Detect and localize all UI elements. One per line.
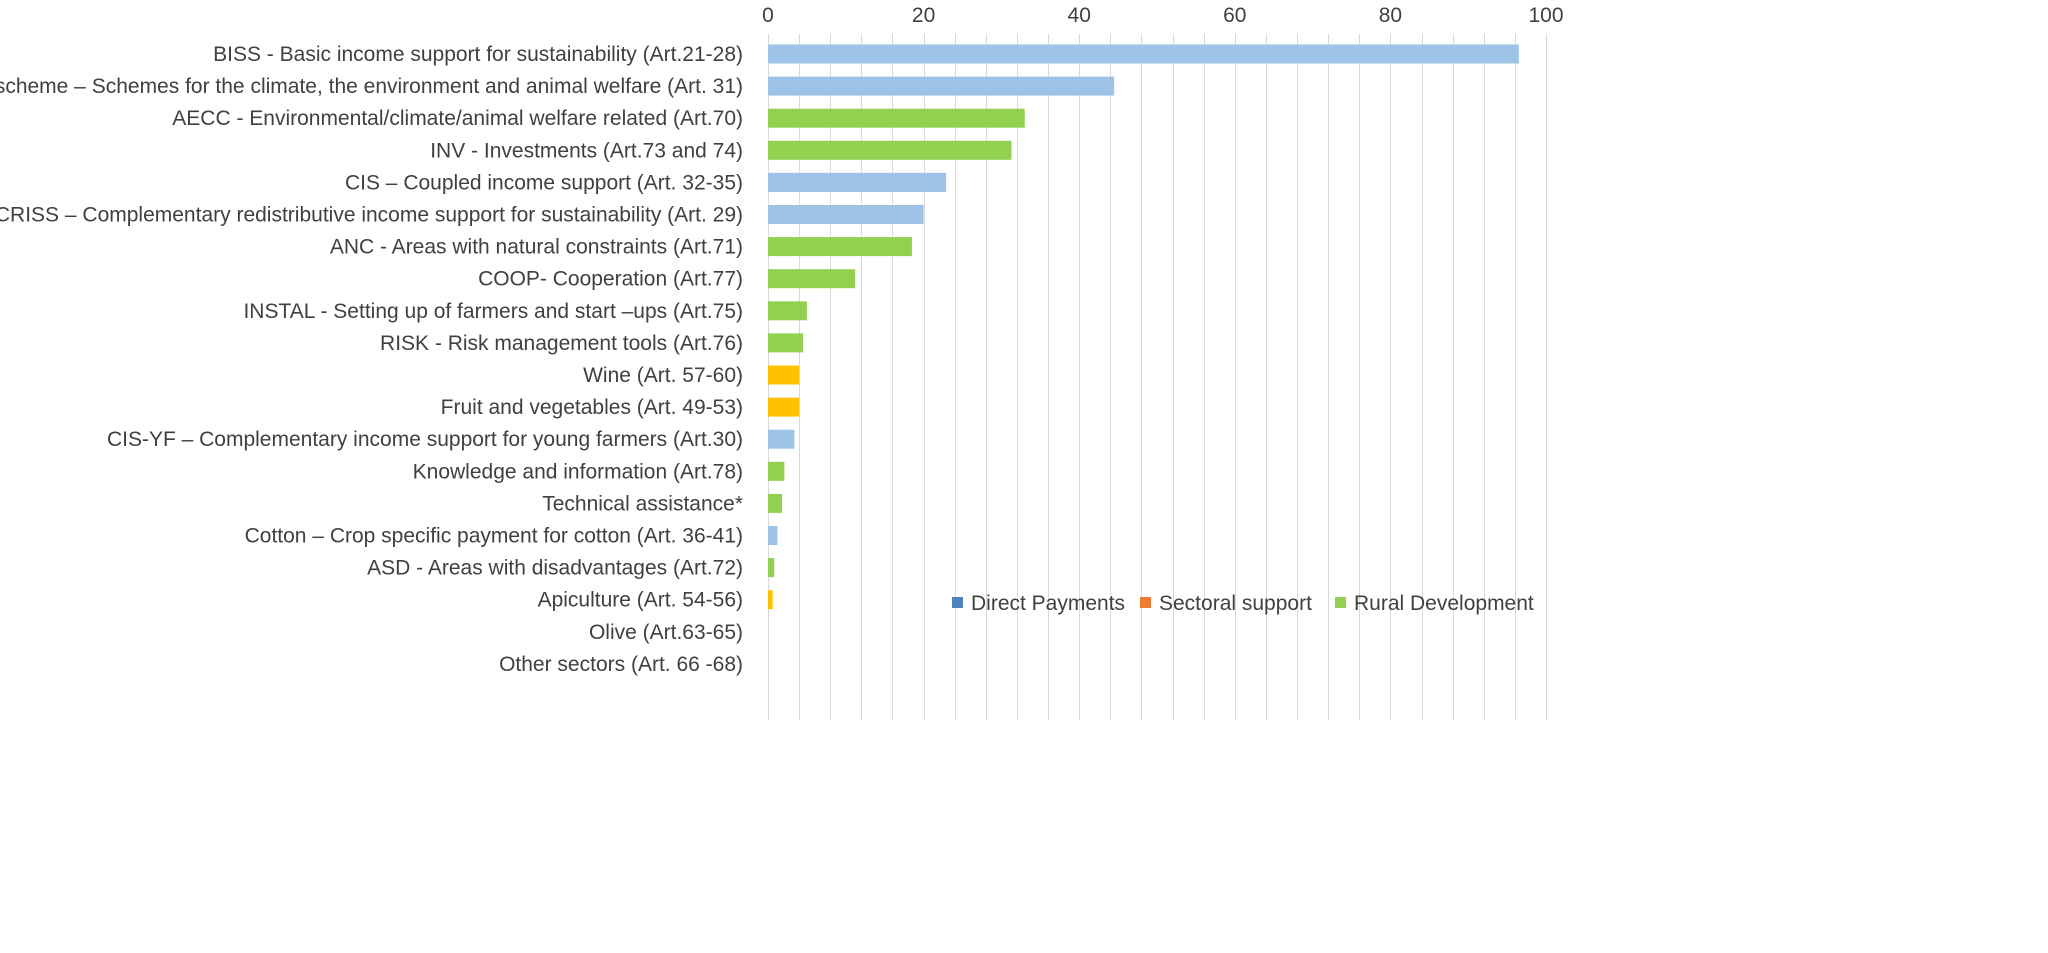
category-label: CIS-YF – Complementary income support fo… (107, 428, 743, 451)
category-label: INV - Investments (Art.73 and 74) (430, 139, 743, 162)
gridlines (768, 34, 1547, 720)
x-axis-ticks: 0 20 40 60 80 100 (762, 4, 1563, 27)
bar (768, 429, 795, 449)
bar (768, 269, 856, 289)
legend: Direct Payments Sectoral support Rural Dev… (952, 592, 1534, 615)
category-label: Other sectors (Art. 66 -68) (499, 653, 743, 676)
x-tick-label: 100 (1528, 4, 1563, 27)
bar (768, 590, 773, 610)
bar (768, 237, 912, 257)
bar (768, 365, 800, 385)
category-label: Wine (Art. 57-60) (583, 364, 743, 387)
category-label: ANC - Areas with natural constraints (Ar… (330, 236, 743, 259)
x-tick-label: 20 (912, 4, 935, 27)
bar (768, 140, 1012, 160)
bar (768, 461, 785, 481)
x-tick-label: 40 (1068, 4, 1091, 27)
x-tick-label: 80 (1379, 4, 1402, 27)
category-label: AECC - Environmental/climate/animal welf… (172, 107, 743, 130)
bar (768, 333, 804, 353)
bar (768, 558, 775, 578)
bar (768, 526, 778, 545)
category-label: Technical assistance* (542, 492, 743, 515)
category-label: Fruit and vegetables (Art. 49-53) (441, 396, 743, 419)
category-label: INSTAL - Setting up of farmers and start… (243, 300, 743, 323)
category-label: COOP- Cooperation (Art.77) (478, 268, 743, 291)
category-label: ASD - Areas with disadvantages (Art.72) (367, 557, 743, 580)
category-label: Knowledge and information (Art.78) (413, 460, 743, 483)
legend-label: Direct Payments (971, 592, 1125, 615)
x-tick-label: 60 (1223, 4, 1246, 27)
category-label: RISK - Risk management tools (Art.76) (380, 332, 743, 355)
bar (768, 44, 1519, 64)
category-label: Olive (Art.63-65) (589, 621, 743, 644)
category-labels: BISS - Basic income support for sustaina… (0, 43, 743, 676)
bar (768, 397, 800, 417)
legend-item: Direct Payments (952, 592, 1125, 615)
legend-swatch (1140, 597, 1151, 608)
bar (768, 76, 1115, 96)
legend-label: Rural Development (1354, 592, 1534, 615)
legend-swatch (1335, 597, 1346, 608)
bar (768, 205, 924, 224)
category-label: Apiculture (Art. 54-56) (538, 589, 743, 612)
category-label: Cotton – Crop specific payment for cotto… (245, 525, 743, 548)
bar (768, 493, 783, 513)
category-label: CRISS – Complementary redistributive inc… (0, 204, 743, 227)
bar (768, 301, 807, 321)
legend-item: Sectoral support (1140, 592, 1312, 615)
bars (768, 44, 1519, 610)
category-label: BISS - Basic income support for sustaina… (213, 43, 743, 66)
category-label: CIS – Coupled income support (Art. 32-35… (345, 171, 743, 194)
legend-item: Rural Development (1335, 592, 1534, 615)
bar (768, 172, 947, 192)
x-tick-label: 0 (762, 4, 774, 27)
legend-swatch (952, 597, 963, 608)
legend-label: Sectoral support (1159, 592, 1312, 615)
bar (768, 108, 1025, 128)
category-label: Eco-scheme – Schemes for the climate, th… (0, 75, 743, 98)
